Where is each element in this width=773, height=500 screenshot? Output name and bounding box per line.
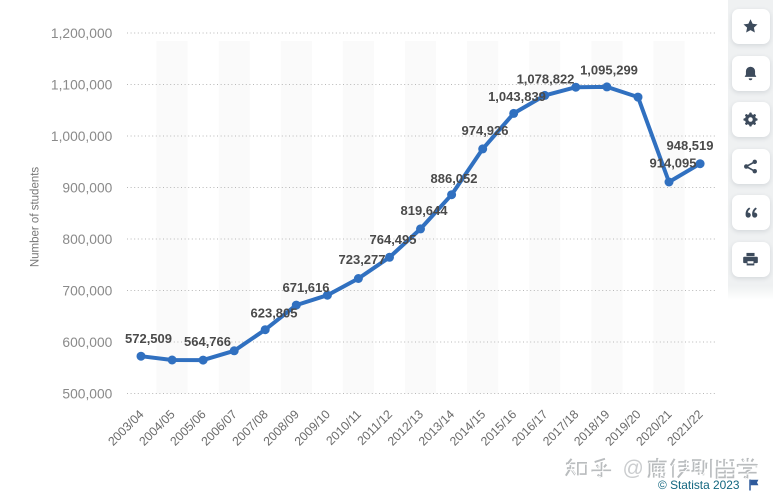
svg-text:764,495: 764,495 xyxy=(370,232,417,247)
svg-text:974,926: 974,926 xyxy=(462,123,509,138)
svg-text:1,000,000: 1,000,000 xyxy=(51,129,113,144)
svg-text:819,644: 819,644 xyxy=(401,203,449,218)
svg-text:900,000: 900,000 xyxy=(62,180,112,195)
svg-text:700,000: 700,000 xyxy=(62,283,112,298)
svg-text:500,000: 500,000 xyxy=(62,386,112,401)
svg-text:600,000: 600,000 xyxy=(62,335,112,350)
svg-text:1,078,822: 1,078,822 xyxy=(517,72,575,87)
svg-text:800,000: 800,000 xyxy=(62,232,112,247)
svg-text:1,043,839: 1,043,839 xyxy=(488,89,546,104)
svg-text:723,277: 723,277 xyxy=(339,252,386,267)
svg-text:1,100,000: 1,100,000 xyxy=(51,77,113,92)
svg-text:564,766: 564,766 xyxy=(184,334,231,349)
svg-text:572,509: 572,509 xyxy=(125,331,172,346)
svg-text:914,095: 914,095 xyxy=(650,155,697,170)
svg-text:1,200,000: 1,200,000 xyxy=(51,26,113,41)
svg-text:886,052: 886,052 xyxy=(431,171,478,186)
svg-text:623,805: 623,805 xyxy=(251,306,298,321)
svg-text:1,095,299: 1,095,299 xyxy=(580,62,638,77)
svg-text:Number of students: Number of students xyxy=(30,167,42,268)
svg-text:671,616: 671,616 xyxy=(283,280,330,295)
svg-text:948,519: 948,519 xyxy=(667,138,714,153)
